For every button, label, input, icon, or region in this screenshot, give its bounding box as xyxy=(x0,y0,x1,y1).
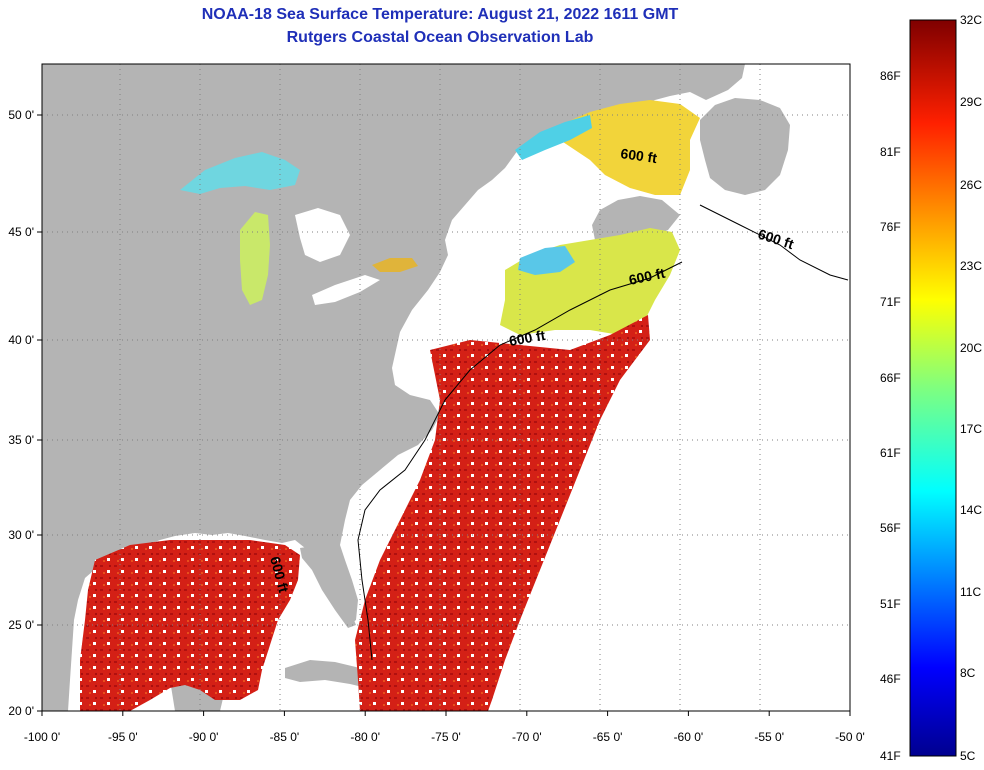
lon-tick-label: -90 0' xyxy=(189,730,219,744)
lon-tick-label: -75 0' xyxy=(431,730,461,744)
land-florida xyxy=(300,545,356,628)
lat-tick-label: 50 0' xyxy=(8,108,34,122)
colorbar-celsius-label: 11C xyxy=(960,585,981,599)
lon-tick-label: -85 0' xyxy=(270,730,300,744)
lon-tick-label: -95 0' xyxy=(108,730,138,744)
land-north-america xyxy=(42,64,745,711)
colorbar-celsius-label: 29C xyxy=(960,95,982,109)
land-newfoundland xyxy=(700,98,790,195)
isobath-label-3: 600 ft xyxy=(627,265,666,288)
lat-tick-label: 45 0' xyxy=(8,225,34,239)
colorbar-celsius-label: 32C xyxy=(960,13,982,27)
colorbar-fahrenheit-label: 56F xyxy=(880,521,901,535)
isobath-label-1: 600 ft xyxy=(620,145,659,166)
sst-atlantic-swath xyxy=(355,315,650,711)
colorbar-fahrenheit-label: 76F xyxy=(880,220,901,234)
lon-tick-label: -70 0' xyxy=(512,730,542,744)
map-area xyxy=(42,64,850,711)
lon-tick-label: -50 0' xyxy=(835,730,865,744)
colorbar-fahrenheit-label: 81F xyxy=(880,145,901,159)
lon-tick-label: -80 0' xyxy=(350,730,380,744)
map-title: NOAA-18 Sea Surface Temperature: August … xyxy=(201,6,679,23)
colorbar xyxy=(909,19,957,757)
lake-ontario xyxy=(372,258,418,272)
lake-superior xyxy=(180,152,300,194)
lat-axis: 50 0' 45 0' 40 0' 35 0' 30 0' 25 0' 20 0' xyxy=(8,108,42,718)
colorbar-fahrenheit-label: 71F xyxy=(880,295,901,309)
lat-tick-label: 25 0' xyxy=(8,618,34,632)
lat-tick-label: 30 0' xyxy=(8,528,34,542)
colorbar-celsius-label: 8C xyxy=(960,666,976,680)
lat-tick-label: 35 0' xyxy=(8,433,34,447)
colorbar-fahrenheit-label: 61F xyxy=(880,446,901,460)
sst-gulf-of-mexico xyxy=(80,540,300,711)
map-subtitle: Rutgers Coastal Ocean Observation Lab xyxy=(286,29,594,46)
colorbar-celsius-label: 5C xyxy=(960,749,976,763)
lake-michigan xyxy=(240,212,270,305)
colorbar-celsius-label: 17C xyxy=(960,422,982,436)
lat-tick-label: 20 0' xyxy=(8,704,34,718)
colorbar-fahrenheit-label: 51F xyxy=(880,597,901,611)
sst-gulf-st-lawrence xyxy=(560,100,700,195)
colorbar-celsius-label: 26C xyxy=(960,178,982,192)
lon-tick-label: -60 0' xyxy=(674,730,704,744)
lon-axis: -100 0' -95 0' -90 0' -85 0' -80 0' -75 0' -70… xyxy=(24,711,865,744)
lon-tick-label: -65 0' xyxy=(593,730,623,744)
colorbar-fahrenheit-labels: 86F 81F 76F 71F 66F 61F 56F 51F 46F 41F xyxy=(880,69,901,763)
lon-tick-label: -55 0' xyxy=(754,730,784,744)
sst-maine-cool xyxy=(518,246,575,275)
lon-tick-label: -100 0' xyxy=(24,730,60,744)
isobath-600ft-line xyxy=(699,204,849,281)
colorbar-celsius-label: 20C xyxy=(960,341,982,355)
colorbar-fahrenheit-label: 66F xyxy=(880,371,901,385)
colorbar-fahrenheit-label: 46F xyxy=(880,672,901,686)
colorbar-fahrenheit-label: 41F xyxy=(880,749,901,763)
colorbar-fahrenheit-label: 86F xyxy=(880,69,901,83)
colorbar-celsius-labels: 32C 29C 26C 23C 20C 17C 14C 11C 8C 5C xyxy=(960,13,982,763)
lake-huron xyxy=(295,208,350,262)
isobath-label-4: 600 ft xyxy=(508,327,547,349)
lat-tick-label: 40 0' xyxy=(8,333,34,347)
isobath-600ft-line-south xyxy=(357,261,683,661)
sst-st-lawrence-estuary xyxy=(515,115,592,160)
colorbar-celsius-label: 23C xyxy=(960,259,982,273)
colorbar-celsius-label: 14C xyxy=(960,503,982,517)
lake-erie xyxy=(312,275,380,305)
